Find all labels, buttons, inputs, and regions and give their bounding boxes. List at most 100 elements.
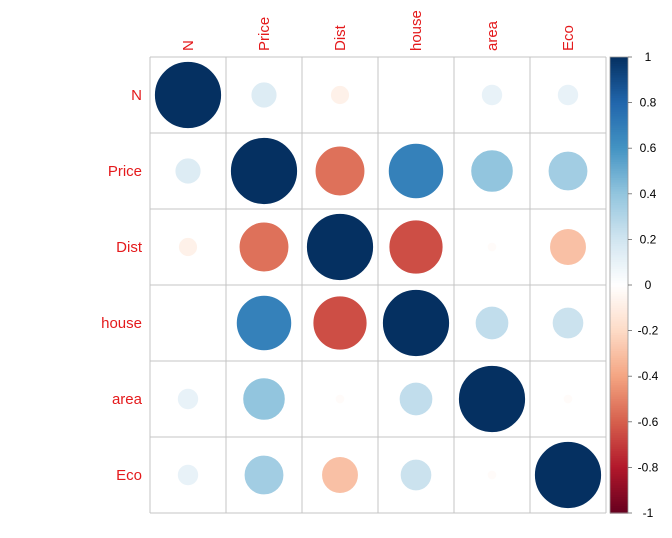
colorbar-segment [610,462,628,466]
colorbar-segment [610,346,628,350]
colorbar-segment [610,186,628,190]
correlation-circle-N-N [154,61,222,129]
colorbar-segment [610,63,628,67]
correlation-circle-Price-house [387,142,445,200]
colorbar-segment [610,155,628,158]
column-label-Dist: Dist [332,24,349,51]
colorbar-segment [610,136,628,140]
colorbar-segment [610,125,628,129]
column-label-house: house [408,10,425,51]
colorbar-segment [610,508,628,512]
colorbar-segment [610,510,628,514]
colorbar-tick-label: -0.8 [638,460,659,474]
row-labels: N Price Dist house area Eco [101,87,143,484]
colorbar-segment [610,478,628,482]
colorbar-segment [610,428,628,432]
correlation-circle-Dist-N [178,237,198,257]
colorbar-segment [610,403,628,407]
colorbar-segment [610,506,628,510]
colorbar-segment [610,387,628,391]
colorbar-segment [610,214,628,218]
colorbar-segment [610,168,628,172]
colorbar-segment [610,389,628,393]
colorbar-segment [610,143,628,147]
colorbar-segment [610,84,628,88]
colorbar-segment [610,141,628,145]
colorbar-segment [610,205,628,209]
colorbar-segment [610,93,628,97]
colorbar-segment [610,129,628,133]
colorbar-segment [610,396,628,400]
colorbar-segment [610,104,628,108]
colorbar-segment [610,225,628,229]
colorbar-segment [610,145,628,149]
colorbar-segment [610,230,628,234]
colorbar-segment [610,467,628,471]
colorbar-segment [610,287,628,291]
colorbar-segment [610,408,628,411]
correlation-circles [154,61,602,509]
colorbar-segment [610,328,628,332]
correlation-circle-Dist-area [486,241,498,253]
colorbar-segment [610,497,628,500]
colorbar-segment [610,164,628,168]
colorbar-segment [610,487,628,491]
colorbar-segment [610,412,628,416]
correlation-circle-area-Price [242,377,286,421]
colorbar-segment [610,376,628,380]
colorbar-segment [610,271,628,275]
colorbar-segment [610,342,628,345]
colorbar-segment [610,339,628,343]
correlation-circle-Dist-Dist [306,213,374,281]
correlation-circle-house-Eco [551,306,585,340]
colorbar-segment [610,321,628,325]
correlation-circle-Eco-Eco [534,441,602,509]
colorbar-segment [610,430,628,434]
colorbar-segment [610,490,628,494]
colorbar-segment [610,501,628,505]
column-label-N: N [180,40,197,51]
correlation-circle-N-Price [250,81,278,109]
colorbar-segment [610,314,628,318]
row-label-N: N [131,87,142,104]
colorbar-segment [610,109,628,113]
colorbar-segment [610,469,628,473]
colorbar-segment [610,367,628,370]
colorbar-segment [610,319,628,323]
colorbar-segment [610,499,628,503]
colorbar-segment [610,348,628,352]
colorbar-segment [610,278,628,282]
colorbar-segment [610,207,628,211]
colorbar-segment [610,392,628,396]
colorbar-segment [610,59,628,63]
colorbar-segment [610,471,628,475]
column-label-Eco: Eco [560,25,577,51]
colorbar-segment [610,323,628,327]
colorbar-segment [610,88,628,92]
colorbar-segment [610,241,628,245]
correlation-circle-area-Dist [334,393,346,405]
colorbar-segment [610,289,628,293]
colorbar-segment [610,118,628,122]
colorbar-segment [610,335,628,339]
colorbar-segment [610,148,628,152]
colorbar-segment [610,273,628,277]
colorbar-tick-label: -1 [643,506,654,520]
column-labels: N Price Dist house area Eco [180,10,577,51]
colorbar-segment [610,266,628,270]
row-label-house: house [101,315,142,332]
row-label-Price: Price [108,163,142,180]
colorbar-segment [610,424,628,427]
colorbar-tick-label: 0.8 [640,96,657,110]
colorbar-segment [610,291,628,295]
colorbar-segment [610,157,628,161]
colorbar-segment [610,70,628,74]
colorbar-segment [610,456,628,459]
colorbar-segment [610,91,628,95]
correlation-circle-Eco-Price [243,454,285,496]
colorbar-segment [610,433,628,437]
colorbar-segment [610,259,628,263]
colorbar-segment [610,300,628,304]
colorbar-segment [610,353,628,357]
colorbar-segment [610,371,628,375]
